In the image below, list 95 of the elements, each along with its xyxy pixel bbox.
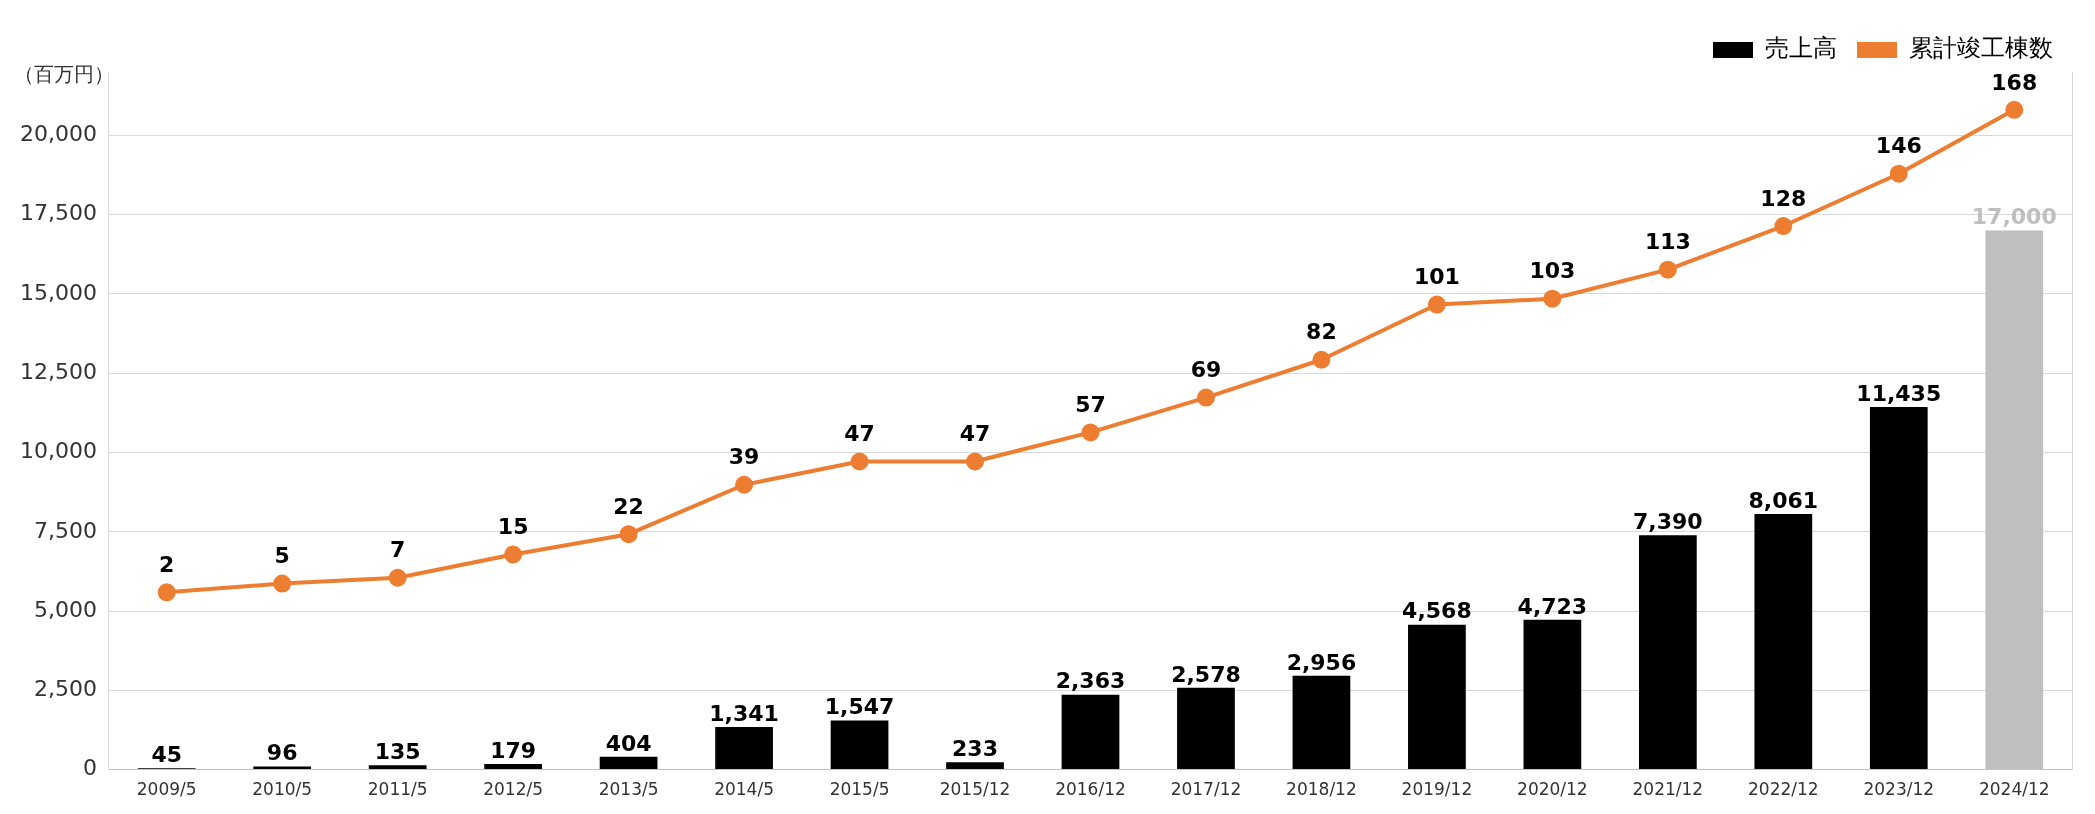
data-label: 168 bbox=[1991, 69, 2038, 95]
bar bbox=[599, 756, 658, 770]
data-label: 101 bbox=[1413, 264, 1460, 290]
data-label: 1,341 bbox=[709, 700, 779, 726]
bar bbox=[1869, 407, 1928, 770]
data-label: 1,547 bbox=[824, 694, 895, 720]
x-tick-label: 2023/12 bbox=[1863, 779, 1935, 800]
bar bbox=[1177, 687, 1235, 770]
legend-label: 売上高 bbox=[1765, 34, 1837, 63]
data-label: 7,390 bbox=[1633, 508, 1703, 534]
data-label: 8,061 bbox=[1748, 487, 1819, 513]
data-label: 128 bbox=[1760, 185, 1807, 211]
data-label: 2,363 bbox=[1055, 668, 1126, 694]
data-label: 39 bbox=[728, 444, 760, 470]
x-tick-label: 2017/12 bbox=[1170, 779, 1242, 800]
data-label: 233 bbox=[952, 735, 998, 761]
y-tick-label: 2,500 bbox=[33, 676, 97, 702]
x-tick-label: 2013/5 bbox=[598, 779, 659, 800]
y-axis-title: （百万円） bbox=[14, 62, 114, 87]
data-label: 47 bbox=[844, 421, 875, 447]
data-label: 69 bbox=[1190, 357, 1222, 383]
x-tick-label: 2012/5 bbox=[483, 779, 544, 800]
data-label: 2,578 bbox=[1171, 661, 1241, 687]
point bbox=[2005, 100, 2024, 119]
point bbox=[1889, 164, 1908, 183]
y-tick-label: 12,500 bbox=[19, 358, 97, 384]
x-tick-label: 2024/12 bbox=[1978, 779, 2050, 800]
point bbox=[1774, 217, 1793, 236]
x-tick-label: 2015/5 bbox=[829, 779, 890, 800]
data-label: 82 bbox=[1306, 319, 1337, 345]
point bbox=[273, 574, 292, 593]
x-tick-label: 2014/5 bbox=[714, 779, 774, 800]
x-tick-label: 2020/12 bbox=[1517, 779, 1588, 800]
bar bbox=[1523, 619, 1582, 770]
bar bbox=[1638, 535, 1697, 770]
data-label: 15 bbox=[497, 514, 529, 540]
bar bbox=[830, 720, 889, 770]
bar bbox=[1408, 624, 1466, 770]
data-label: 4,723 bbox=[1517, 593, 1588, 619]
data-label: 146 bbox=[1875, 133, 1922, 159]
data-label: 17,000 bbox=[1971, 204, 2057, 230]
x-tick-label: 2009/5 bbox=[136, 779, 197, 800]
point bbox=[1312, 350, 1331, 369]
data-label: 7 bbox=[390, 537, 406, 563]
data-label: 4,568 bbox=[1402, 598, 1472, 624]
bar bbox=[1292, 675, 1351, 770]
data-label: 22 bbox=[613, 493, 644, 519]
bar bbox=[484, 763, 542, 770]
data-label: 11,435 bbox=[1856, 380, 1942, 406]
legend-label: 累計竣工棟数 bbox=[1909, 34, 2053, 63]
x-tick-label: 2018/12 bbox=[1286, 779, 1357, 800]
data-label: 404 bbox=[605, 730, 652, 756]
data-label: 96 bbox=[266, 740, 298, 766]
x-tick-label: 2021/12 bbox=[1632, 779, 1704, 800]
y-tick-label: 7,500 bbox=[33, 517, 97, 543]
x-tick-label: 2011/5 bbox=[367, 779, 428, 800]
data-label: 47 bbox=[959, 421, 991, 447]
y-tick-label: 5,000 bbox=[33, 596, 97, 622]
point bbox=[388, 568, 407, 587]
bar bbox=[1985, 230, 2044, 770]
point bbox=[1196, 388, 1215, 407]
bar bbox=[715, 727, 773, 770]
point bbox=[735, 475, 754, 494]
x-tick-label: 2016/12 bbox=[1055, 779, 1126, 800]
data-label: 103 bbox=[1529, 258, 1576, 284]
data-label: 113 bbox=[1644, 229, 1691, 255]
point bbox=[1427, 295, 1446, 314]
y-tick-label: 10,000 bbox=[19, 438, 97, 464]
data-label: 5 bbox=[274, 543, 290, 569]
bar bbox=[1061, 694, 1120, 770]
data-label: 2 bbox=[159, 552, 175, 578]
x-tick-label: 2022/12 bbox=[1748, 779, 1819, 800]
point bbox=[504, 545, 523, 564]
bar bbox=[368, 765, 427, 770]
bar bbox=[946, 762, 1004, 770]
data-label: 45 bbox=[151, 741, 183, 767]
data-label: 2,956 bbox=[1286, 649, 1357, 675]
y-tick-label: 0 bbox=[82, 755, 97, 781]
y-tick-label: 17,500 bbox=[19, 200, 97, 226]
x-tick-label: 2010/5 bbox=[252, 779, 313, 800]
bar bbox=[1754, 513, 1813, 770]
point bbox=[1658, 260, 1677, 279]
x-tick-label: 2019/12 bbox=[1401, 779, 1473, 800]
data-label: 135 bbox=[374, 739, 421, 765]
y-tick-label: 15,000 bbox=[19, 279, 97, 305]
point bbox=[1081, 423, 1100, 442]
point bbox=[850, 452, 869, 471]
data-label: 179 bbox=[490, 737, 537, 763]
point bbox=[1543, 289, 1562, 308]
x-tick-label: 2015/12 bbox=[939, 779, 1011, 800]
data-label: 57 bbox=[1075, 392, 1106, 418]
point bbox=[157, 583, 176, 602]
point bbox=[966, 452, 985, 471]
point bbox=[619, 525, 638, 544]
y-tick-label: 20,000 bbox=[19, 121, 97, 147]
